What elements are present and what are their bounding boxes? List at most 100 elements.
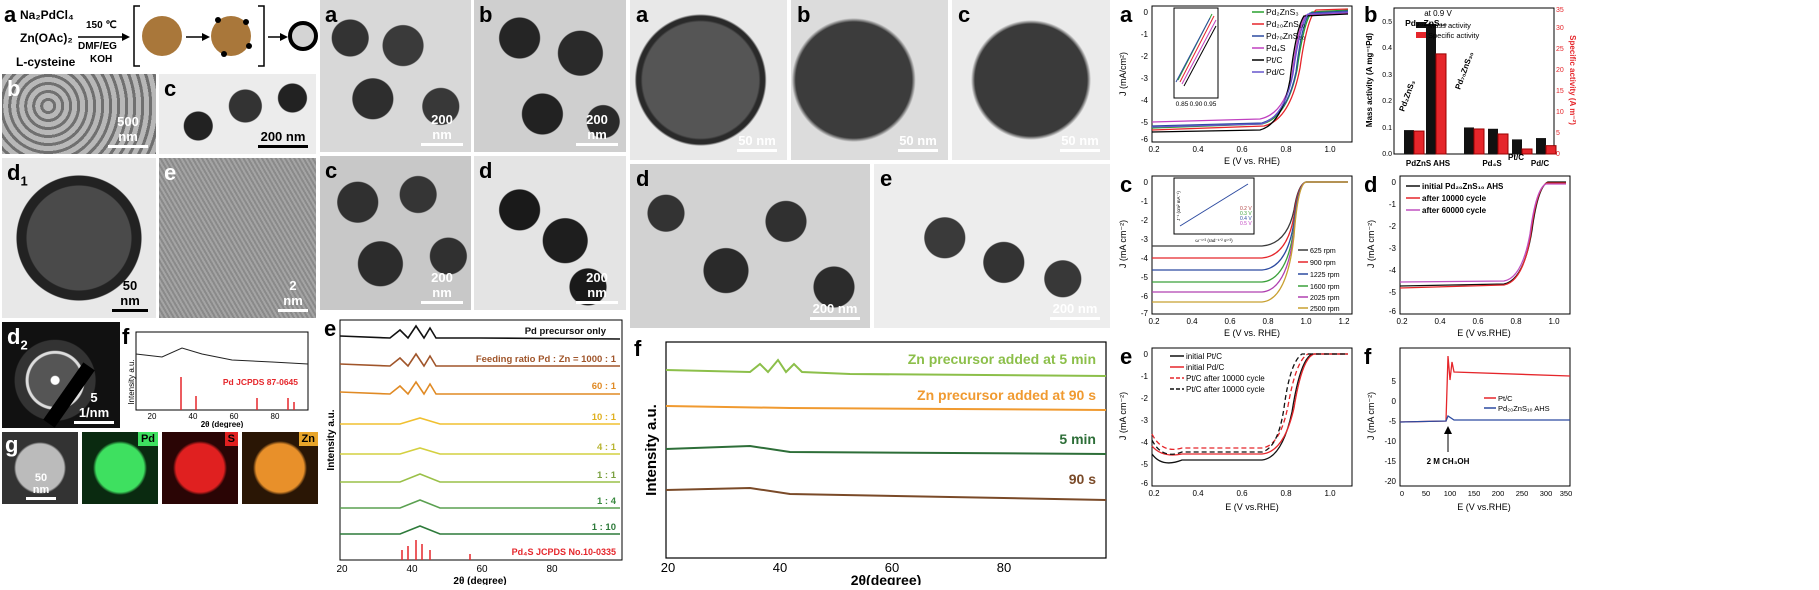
tick: -3 — [1141, 416, 1149, 425]
panel-letter: c — [958, 2, 971, 27]
tick: 80 — [997, 560, 1011, 575]
legend-label: Pd₄S — [1266, 43, 1286, 53]
scale-bar: 50 nm — [112, 278, 148, 312]
legend-label: after 60000 cycle — [1422, 206, 1487, 215]
x-axis-label: E (V vs.RHE) — [1457, 328, 1511, 338]
tem-image-c: c 200 nm — [320, 156, 471, 310]
specific-activity-bar — [1545, 145, 1557, 155]
legend-label: Mass activity — [1428, 21, 1471, 30]
panel-letter: b — [479, 2, 493, 27]
legend-label: 1225 rpm — [1310, 272, 1340, 279]
tick: 0.6 — [1236, 489, 1248, 498]
tem-image-c: c 200 nm — [159, 74, 316, 154]
tick: 0.6 — [1472, 317, 1484, 326]
sem-image-b: b 500 nm — [2, 74, 156, 154]
inset-curves — [1175, 13, 1217, 87]
tick: 0.2 — [1382, 98, 1392, 105]
trace-label: 60 : 1 — [592, 381, 617, 392]
trace-label: 1 : 1 — [597, 470, 617, 481]
tick: -6 — [1141, 479, 1149, 488]
scale-bar-label: 5 1/nm — [78, 390, 110, 420]
panel-letter: g — [5, 432, 19, 457]
tick: 5 — [1556, 130, 1560, 137]
condition-base: KOH — [90, 54, 113, 65]
inset-x-label: ω⁻¹ᐟ² (rad⁻¹ᐟ² s¹ᐟ²) — [1195, 238, 1233, 243]
stability-curves — [1399, 181, 1566, 289]
eds-maps-g: g 50 nm Pd S Zn — [2, 432, 318, 504]
lsv-plot: 0.85 0.90 0.95 Pd₂ZnS₃ Pd₂₀ZnS₁₀ Pd₇₀ZnS… — [1118, 5, 1353, 166]
element-label: S — [224, 432, 238, 446]
xrd-plot: Intensity a.u. 20 40 60 80 2θ (degree) P… — [127, 331, 309, 429]
panel-letter: d1 — [7, 160, 28, 189]
tick: 300 — [1540, 489, 1553, 498]
tick: -5 — [1141, 460, 1149, 469]
tick: -3 — [1389, 244, 1397, 253]
mass-activity-bar — [1488, 128, 1498, 154]
tick: 5 — [1392, 377, 1397, 386]
y-axis-label: J (mA/cm²) — [1118, 52, 1128, 96]
scale-bar: 50 nm — [898, 133, 938, 152]
tick: 0.2 — [1148, 145, 1160, 154]
panel-letter: f — [122, 324, 130, 349]
x-axis-label: 2θ (degree) — [453, 576, 506, 585]
x-axis-label: E (V vs. RHE) — [1224, 156, 1280, 166]
xrd-chart-f: f Zn precursor added at 5 min Zn precurs… — [630, 334, 1110, 588]
tick: 0.8 — [1280, 489, 1292, 498]
tick: 0.3 — [1382, 72, 1392, 79]
tick: 200 — [1492, 489, 1505, 498]
rde-curves — [1152, 181, 1348, 303]
condition-solvent: DMF/EG — [78, 41, 117, 52]
eds-map-pd: Pd — [82, 432, 158, 504]
scale-bar: 200 nm — [421, 112, 463, 146]
tick: -3 — [1141, 235, 1149, 244]
panel-letter: e — [324, 316, 337, 341]
legend: Pd₂ZnS₃ Pd₂₀ZnS₁₀ Pd₇₀ZnS₃₀ Pd₄S Pt/C Pd… — [1252, 7, 1306, 77]
y-axis-label-right: Specific activity (A m⁻²) — [1568, 35, 1576, 125]
tem-image-a: a 50 nm — [630, 0, 787, 160]
tick: 35 — [1556, 7, 1564, 14]
inset-legend-label: 0.4 V — [1240, 216, 1252, 222]
tem-image-a: a 200 nm — [320, 0, 471, 152]
tick: 20 — [1556, 67, 1564, 74]
specific-activity-bar — [1497, 133, 1509, 155]
xrd-plot: Zn precursor added at 5 min Zn precursor… — [643, 341, 1107, 588]
tick: 1.0 — [1324, 489, 1336, 498]
tick: -20 — [1384, 477, 1396, 486]
trace-label: 1 : 10 — [592, 522, 616, 533]
panel-letter: a — [4, 2, 17, 27]
legend: initial Pt/C initial Pd/C Pt/C after 100… — [1170, 352, 1265, 394]
x-axis-label: E (V vs.RHE) — [1457, 502, 1511, 512]
stability-chart-d: d initial Pd₂₀ZnS₁₀ AHS after 10000 cycl… — [1364, 170, 1576, 340]
scheme-panel-a: a Na₂PdCl₄ Zn(OAc)₂ L-cysteine 150 ℃ DMF… — [0, 0, 318, 72]
scheme-graphic — [78, 5, 318, 67]
legend-label: initial Pd/C — [1186, 363, 1224, 372]
panel-letter: a — [325, 2, 338, 27]
inset-legend-label: 0.3 V — [1240, 211, 1252, 217]
tick: 50 — [1422, 489, 1430, 498]
figure1: a Na₂PdCl₄ Zn(OAc)₂ L-cysteine 150 ℃ DMF… — [0, 0, 318, 585]
legend-label: 2025 rpm — [1310, 295, 1340, 302]
tem-image-b: b 50 nm — [791, 0, 948, 160]
y-axis-label: Intensity a.u. — [326, 409, 337, 470]
scale-bar-label: 200 nm — [431, 112, 453, 142]
x-category-label: Pd₄S — [1482, 159, 1502, 168]
scale-bar-label: 200 nm — [586, 112, 608, 142]
scale-bar-label: 200 nm — [431, 270, 453, 300]
trace-label: 5 min — [1059, 431, 1096, 447]
inset-legend-label: 0.5 V — [1240, 221, 1252, 227]
reagent-1: Na₂PdCl₄ — [20, 8, 74, 22]
legend-label: 1600 rpm — [1310, 284, 1340, 291]
tick: 350 — [1560, 489, 1573, 498]
panel-letter: e — [880, 166, 893, 191]
y-axis-label: J (mA cm⁻²) — [1118, 220, 1128, 268]
figure2: a 200 nm b 200 nm c 200 nm d 200 nm e — [320, 0, 626, 587]
tem-image-d1: d1 50 nm — [2, 158, 156, 318]
tick: 0.4 — [1186, 317, 1198, 326]
legend-label: Pd₂ZnS₃ — [1266, 7, 1299, 17]
condition-temperature: 150 ℃ — [86, 20, 117, 31]
element-label: Pd — [137, 432, 158, 446]
panel-letter: f — [1364, 344, 1372, 369]
figure4: a 0.85 0.90 0.95 Pd₂Z — [1112, 0, 1819, 585]
legend: 625 rpm 900 rpm 1225 rpm 1600 rpm 2025 r… — [1298, 248, 1340, 313]
y-axis-label: Intensity a.u. — [127, 359, 136, 404]
